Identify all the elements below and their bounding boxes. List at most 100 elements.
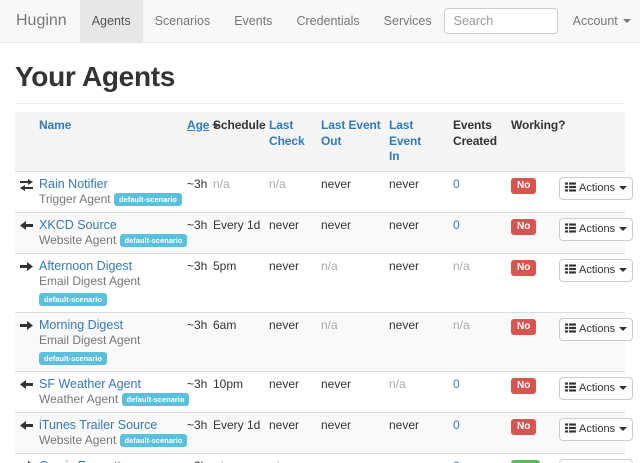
agent-type: Email Digest Agent	[39, 332, 141, 347]
actions-button[interactable]: Actions	[559, 176, 634, 200]
main-nav: Agents Scenarios Events Credentials Services	[79, 0, 444, 42]
scenario-badge[interactable]: default-scenario	[119, 433, 188, 447]
last-check-cell: never	[265, 311, 317, 372]
scenario-badge[interactable]: default-scenario	[121, 392, 190, 406]
caret-down-icon	[619, 386, 628, 391]
search-input[interactable]	[443, 8, 558, 34]
status-badge: No	[511, 318, 537, 335]
caret-down-icon	[619, 227, 628, 232]
event-flow-cell	[15, 370, 35, 413]
last-check-cell: never	[265, 252, 317, 313]
agent-name-link[interactable]: Afternoon Digest	[39, 258, 133, 273]
last-event-in-cell: never	[385, 170, 449, 213]
agent-name-link[interactable]: Comic Formatter	[39, 459, 132, 463]
agent-type: Website Agent	[39, 232, 117, 247]
schedule-cell: n/a	[209, 170, 265, 213]
event-flow-cell	[15, 170, 35, 213]
header-last-check[interactable]: Last Check	[265, 112, 317, 172]
scenario-badge[interactable]: default-scenario	[39, 351, 107, 365]
agent-row: Morning Digest Email Digest Agent default-…	[15, 311, 634, 372]
events-created-cell: 0	[449, 370, 507, 413]
events-count-link[interactable]: 0	[453, 376, 460, 391]
agent-name-cell: Rain Notifier Trigger Agent default-scena…	[35, 170, 183, 213]
status-badge: No	[511, 259, 537, 276]
age-cell: ~3h	[183, 411, 209, 454]
scenario-badge[interactable]: default-scenario	[113, 192, 182, 206]
events-created-cell: 0	[449, 411, 507, 454]
agent-name-cell: iTunes Trailer Source Website Agent defau…	[35, 411, 188, 454]
actions-cell: Actions	[555, 211, 634, 254]
account-dropdown[interactable]: Account	[558, 0, 640, 42]
th-list-icon	[565, 182, 576, 195]
actions-cell: Actions	[555, 411, 634, 454]
agent-type: Email Digest Agent	[39, 273, 141, 288]
actions-cell: Actions	[555, 311, 634, 372]
actions-button[interactable]: Actions	[559, 217, 634, 241]
header-age[interactable]: Age	[183, 112, 221, 172]
nav-item-events[interactable]: Events	[234, 14, 273, 28]
table-header: Name Age Schedule Last Check Last Event Out Las…	[15, 112, 625, 172]
transfer-icon	[20, 460, 33, 463]
last-event-out-cell: never	[317, 370, 385, 413]
age-cell: ~3h	[183, 170, 209, 213]
nav-item-services[interactable]: Services	[383, 14, 432, 28]
nav-item-agents[interactable]: Agents	[79, 0, 143, 42]
events-count-link[interactable]: 0	[453, 459, 460, 463]
actions-cell: Actions	[555, 370, 634, 413]
events-count-link[interactable]: 0	[453, 217, 460, 232]
agent-name-link[interactable]: Morning Digest	[39, 317, 124, 332]
header-last-event-in[interactable]: Last Event In	[385, 112, 449, 172]
working-cell: No	[507, 252, 555, 313]
agent-name-cell: Afternoon Digest Email Digest Agent defaul…	[35, 252, 183, 313]
last-event-out-cell: never	[317, 211, 385, 254]
caret-down-icon	[619, 268, 628, 273]
age-cell: ~3h	[183, 370, 209, 413]
actions-button[interactable]: Actions	[559, 258, 634, 282]
actions-button[interactable]: Actions	[559, 317, 634, 341]
last-event-out-cell: never	[317, 452, 385, 463]
events-count-link[interactable]: 0	[453, 176, 460, 191]
main-content: Your Agents Name Age Schedule Last Check Last…	[0, 61, 640, 463]
nav-item-scenarios[interactable]: Scenarios	[154, 14, 211, 28]
brand-link[interactable]: Huginn	[16, 12, 67, 29]
status-badge: No	[511, 377, 537, 394]
agent-name-link[interactable]: SF Weather Agent	[39, 376, 141, 391]
agent-name-link[interactable]: Rain Notifier	[39, 176, 108, 191]
agent-name-cell: Morning Digest Email Digest Agent default-…	[35, 311, 183, 372]
agent-name-cell: SF Weather Agent Weather Agent default-sc…	[35, 370, 190, 413]
account-label: Account	[572, 14, 618, 28]
actions-button[interactable]: Actions	[559, 458, 634, 463]
schedule-cell: 5pm	[209, 252, 265, 313]
arrow-left-icon	[20, 220, 33, 234]
scenario-badge[interactable]: default-scenario	[39, 292, 107, 306]
header-name[interactable]: Name	[35, 112, 183, 172]
header-schedule: Schedule	[209, 112, 266, 172]
agent-name-link[interactable]: iTunes Trailer Source	[39, 417, 158, 432]
actions-button[interactable]: Actions	[559, 376, 634, 400]
actions-button-label: Actions	[579, 182, 616, 195]
status-badge: No	[511, 218, 537, 235]
agent-name-cell: Comic FormatterEvent Formatting Agentdef…	[35, 452, 183, 463]
agent-name-link[interactable]: XKCD Source	[39, 217, 117, 232]
nav-item-credentials[interactable]: Credentials	[296, 14, 360, 28]
agent-type: Weather Agent	[39, 391, 119, 406]
actions-cell: Actions	[555, 170, 634, 213]
header-last-event-out[interactable]: Last Event Out	[317, 112, 385, 172]
working-cell: No	[507, 170, 555, 213]
schedule-cell: Every 1d	[209, 211, 265, 254]
actions-button-label: Actions	[579, 323, 616, 336]
schedule-cell: 10pm	[209, 370, 265, 413]
scenario-badge[interactable]: default-scenario	[119, 233, 188, 247]
working-cell: No	[507, 370, 555, 413]
age-cell: ~3h	[183, 311, 209, 372]
status-badge: Yes	[511, 459, 541, 463]
last-event-in-cell: never	[385, 211, 449, 254]
last-event-in-cell: never	[385, 311, 449, 372]
last-event-in-cell: never	[385, 411, 449, 454]
age-cell: ~3h	[183, 211, 209, 254]
last-check-cell: never	[265, 370, 317, 413]
events-count-link[interactable]: 0	[453, 417, 460, 432]
actions-button[interactable]: Actions	[559, 417, 634, 441]
actions-cell: Actions	[555, 452, 634, 463]
actions-button-label: Actions	[579, 382, 616, 395]
